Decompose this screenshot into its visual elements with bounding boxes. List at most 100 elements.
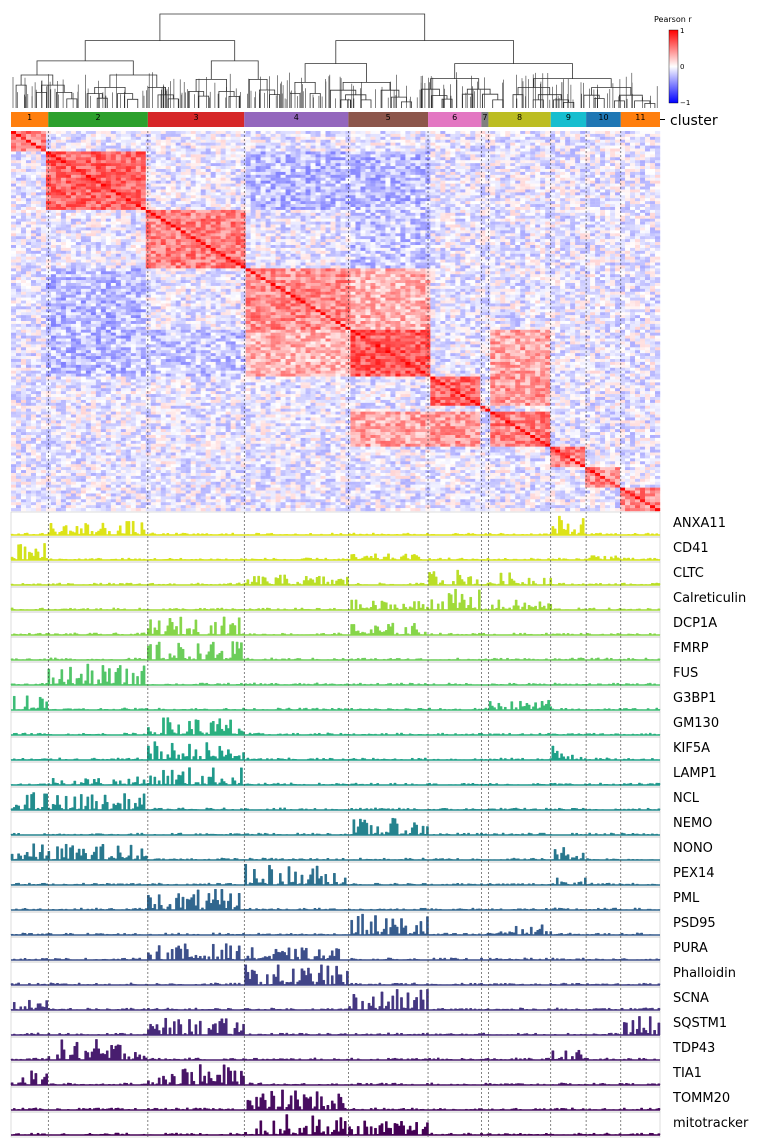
- heatmap-cell: [235, 169, 241, 173]
- heatmap-cell: [170, 171, 176, 176]
- heatmap-cell: [225, 157, 231, 161]
- heatmap-cell: [650, 142, 656, 146]
- heatmap-cell: [635, 180, 641, 184]
- heatmap-cell: [630, 169, 636, 173]
- heatmap-cell: [50, 160, 57, 164]
- heatmap-cell: [385, 136, 391, 140]
- heatmap-cell: [655, 148, 661, 152]
- heatmap-cell: [225, 145, 231, 149]
- heatmap-cell: [430, 207, 436, 211]
- heatmap-cell: [215, 227, 221, 231]
- heatmap-cell: [440, 136, 446, 140]
- heatmap-cell: [625, 139, 631, 143]
- heatmap-cell: [130, 192, 137, 196]
- heatmap-cell: [235, 215, 241, 219]
- heatmap-cell: [150, 186, 156, 190]
- heatmap-cell: [355, 201, 361, 205]
- heatmap-cell: [590, 145, 596, 149]
- heatmap-cell: [365, 139, 371, 143]
- heatmap-cell: [40, 218, 47, 222]
- heatmap-cell: [95, 131, 102, 135]
- heatmap-cell: [415, 157, 421, 161]
- heatmap-cell: [305, 157, 311, 161]
- heatmap-cell: [475, 198, 481, 202]
- heatmap-cell: [170, 157, 176, 161]
- heatmap-cell: [25, 180, 32, 184]
- heatmap-cell: [525, 171, 531, 176]
- heatmap-cell: [155, 204, 161, 208]
- heatmap-cell: [50, 207, 57, 211]
- heatmap-cell: [555, 227, 561, 231]
- heatmap-cell: [230, 177, 236, 181]
- heatmap-cell: [260, 221, 266, 225]
- heatmap-cell: [560, 174, 566, 178]
- heatmap-cell: [330, 209, 336, 214]
- heatmap-cell: [620, 195, 626, 199]
- heatmap-cell: [260, 218, 266, 222]
- heatmap-cell: [410, 177, 416, 181]
- heatmap-cell: [510, 195, 516, 199]
- heatmap-cell: [140, 151, 146, 155]
- heatmap-cell: [255, 183, 261, 187]
- heatmap-cell: [325, 218, 331, 222]
- heatmap-cell: [90, 230, 97, 234]
- heatmap-cell: [90, 177, 97, 181]
- heatmap-cell: [245, 186, 251, 190]
- heatmap-cell: [290, 201, 296, 205]
- heatmap-cell: [455, 174, 461, 178]
- heatmap-cell: [455, 180, 461, 184]
- heatmap-cell: [15, 227, 22, 231]
- heatmap-cell: [220, 233, 226, 237]
- heatmap-cell: [75, 136, 82, 140]
- heatmap-cell: [650, 145, 656, 149]
- heatmap-cell: [200, 230, 206, 234]
- heatmap-cell: [195, 171, 201, 176]
- dendrogram-link: [340, 99, 352, 108]
- heatmap-cell: [320, 131, 326, 135]
- heatmap-cell: [385, 148, 391, 152]
- heatmap-cell: [505, 157, 511, 161]
- heatmap-cell: [75, 177, 82, 181]
- heatmap-cell: [120, 233, 127, 237]
- heatmap-cell: [55, 215, 62, 219]
- heatmap-cell: [400, 142, 406, 146]
- heatmap-cell: [335, 139, 341, 143]
- heatmap-cell: [575, 201, 581, 205]
- heatmap-cell: [90, 209, 97, 214]
- heatmap-cell: [40, 177, 47, 181]
- heatmap-cell: [240, 198, 246, 202]
- heatmap-cell: [410, 131, 416, 135]
- heatmap-cell: [190, 212, 196, 216]
- heatmap-cell: [520, 230, 526, 234]
- heatmap-cell: [30, 136, 37, 140]
- heatmap-cell: [45, 148, 52, 152]
- heatmap-cell: [300, 157, 306, 161]
- heatmap-cell: [635, 131, 641, 135]
- heatmap-cell: [515, 174, 521, 178]
- heatmap-cell: [635, 224, 641, 228]
- heatmap-cell: [615, 166, 621, 170]
- heatmap-cell: [270, 139, 276, 143]
- heatmap-cell: [420, 171, 426, 176]
- heatmap-cell: [135, 171, 141, 176]
- heatmap-cell: [365, 221, 371, 225]
- heatmap-cell: [630, 201, 636, 205]
- heatmap-cell: [270, 227, 276, 231]
- heatmap-cell: [50, 227, 57, 231]
- heatmap-cell: [615, 227, 621, 231]
- heatmap-cell: [415, 218, 421, 222]
- heatmap-cell: [170, 207, 176, 211]
- heatmap-cell: [285, 183, 291, 187]
- heatmap-cell: [280, 198, 286, 202]
- heatmap-cell: [385, 142, 391, 146]
- heatmap-cell: [195, 224, 201, 228]
- heatmap-cell: [20, 166, 27, 170]
- heatmap-cell: [300, 198, 306, 202]
- heatmap-cell: [180, 160, 186, 164]
- heatmap-cell: [260, 233, 266, 237]
- heatmap-cell: [480, 148, 486, 152]
- heatmap-cell: [585, 151, 591, 155]
- heatmap-cell: [375, 180, 381, 184]
- heatmap-cell: [650, 198, 656, 202]
- heatmap-cell: [395, 209, 401, 214]
